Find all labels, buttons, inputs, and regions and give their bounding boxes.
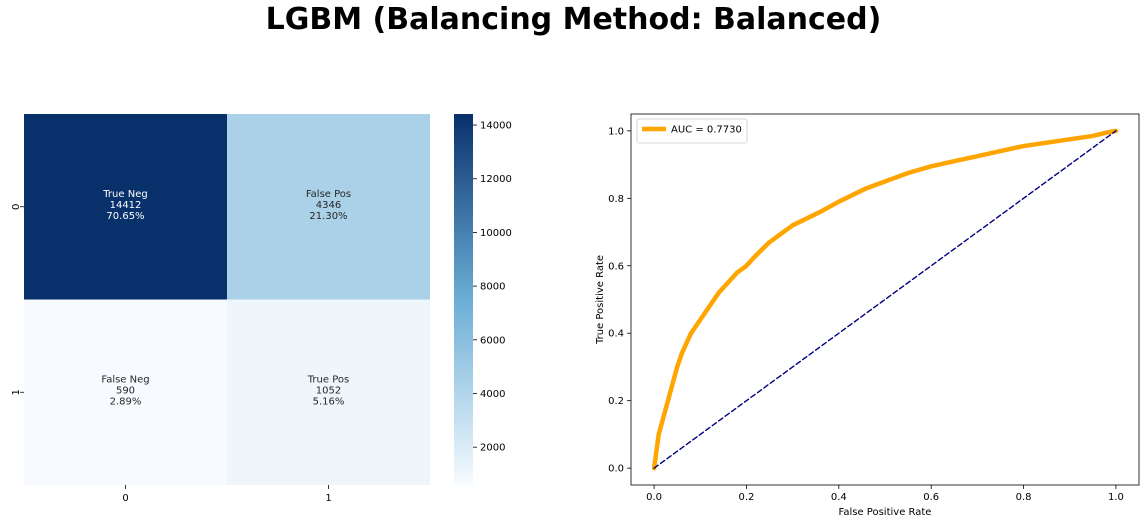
colorbar-tick-label: 12000 <box>480 174 512 185</box>
x-tick-label: 0.0 <box>646 492 662 503</box>
heatmap-cell <box>227 114 430 300</box>
heatmap-cell-label: True Pos <box>307 374 349 385</box>
x-tick-label: 0.8 <box>1016 492 1032 503</box>
heatmap-cell-label: 1052 <box>316 385 341 396</box>
y-tick-label: 0.4 <box>608 329 624 340</box>
x-tick-label: 1 <box>325 493 331 504</box>
figure-title: LGBM (Balancing Method: Balanced) <box>265 2 882 37</box>
roc-series-line <box>651 128 1119 471</box>
x-tick-label: 0.2 <box>739 492 755 503</box>
y-tick-label: 0.8 <box>608 194 624 205</box>
heatmap-cell-label: 14412 <box>110 200 142 211</box>
x-tick-label: 1.0 <box>1108 492 1124 503</box>
heatmap-cell-label: 2.89% <box>110 396 142 407</box>
y-axis-label: True Positive Rate <box>595 255 606 345</box>
roc-legend: AUC = 0.7730 <box>636 118 748 144</box>
colorbar-tick-label: 2000 <box>480 443 505 454</box>
y-tick-label: 1 <box>11 389 22 395</box>
heatmap-cell-label: True Neg <box>102 189 147 200</box>
heatmap-cell <box>227 299 430 485</box>
heatmap-cell-label: False Neg <box>101 374 149 385</box>
heatmap-cell-label: 21.30% <box>309 211 347 222</box>
x-tick-label: 0.4 <box>831 492 847 503</box>
chance-diagonal-line <box>653 130 1117 469</box>
roc-axes-frame <box>630 113 1140 486</box>
heatmap-cell <box>24 114 227 300</box>
x-tick-label: 0 <box>122 493 128 504</box>
heatmap-cell-label: 590 <box>116 385 135 396</box>
y-tick-label: 1.0 <box>608 126 624 137</box>
heatmap-cell-label: 70.65% <box>106 211 144 222</box>
y-tick-label: 0.0 <box>608 464 624 475</box>
x-axis-label: False Positive Rate <box>839 507 932 518</box>
legend-label: AUC = 0.7730 <box>671 125 742 136</box>
heatmap-cell-label: False Pos <box>306 189 351 200</box>
heatmap-colorbar: 2000 4000 6000 8000 10000 12000 14000 <box>454 114 512 485</box>
y-tick-label: 0 <box>11 204 22 210</box>
colorbar-tick-label: 8000 <box>480 282 505 293</box>
colorbar-tick-label: 10000 <box>480 228 512 239</box>
heatmap-cell-label: 4346 <box>316 200 341 211</box>
colorbar-tick-label: 14000 <box>480 121 512 132</box>
heatmap-cell-label: 5.16% <box>313 396 345 407</box>
y-tick-label: 0.6 <box>608 261 624 272</box>
x-tick-label: 0.6 <box>923 492 939 503</box>
roc-curve-chart: 0.0 0.2 0.4 0.6 0.8 1.0 0.0 0.2 0.4 0.6 0.8 1.0 Fals… <box>595 113 1140 518</box>
legend-box <box>636 118 748 144</box>
colorbar-tick-label: 6000 <box>480 335 505 346</box>
colorbar-bar <box>454 114 473 485</box>
heatmap-cell <box>24 299 227 485</box>
colorbar-tick-label: 4000 <box>480 389 505 400</box>
y-tick-label: 0.2 <box>608 396 624 407</box>
